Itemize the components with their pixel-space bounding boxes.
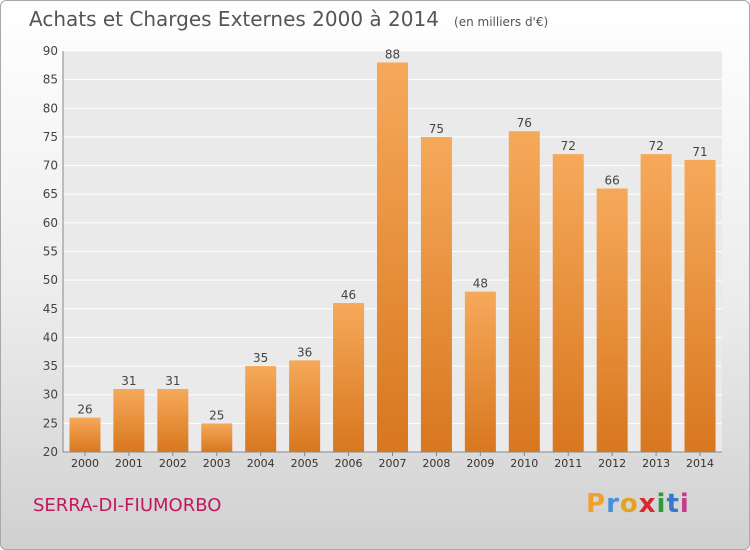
x-tick-label: 2007 [379,457,407,470]
y-tick-label: 85 [43,73,58,87]
data-label: 75 [429,122,444,136]
y-tick-label: 90 [43,44,58,58]
bar [684,159,716,453]
bar [245,366,277,452]
y-tick-label: 65 [43,187,58,201]
x-tick-label: 2002 [159,457,187,470]
y-tick-label: 45 [43,302,58,316]
x-tick-label: 2011 [554,457,582,470]
data-label: 76 [517,116,532,130]
bar [69,417,101,452]
data-label: 36 [297,345,312,359]
bar [113,388,145,452]
logo-letter: o [619,489,639,519]
title-unit: (en milliers d'€) [454,15,549,29]
bar [289,360,321,452]
x-tick-label: 2003 [203,457,231,470]
logo-letter: P [586,489,607,519]
data-label: 72 [561,139,576,153]
y-tick-label: 35 [43,359,58,373]
data-label: 88 [385,47,400,61]
logo-letter: t [666,489,680,519]
y-tick-label: 60 [43,216,58,230]
y-tick-label: 25 [43,416,58,430]
x-tick-label: 2005 [291,457,319,470]
data-label: 48 [473,277,488,291]
bar [552,154,584,452]
y-tick-label: 50 [43,273,58,287]
y-tick-label: 30 [43,388,58,402]
bar [157,388,189,452]
x-tick-label: 2010 [510,457,538,470]
y-tick-label: 75 [43,130,58,144]
bar [333,303,365,452]
bar [640,154,672,452]
bar [377,62,408,452]
x-tick-label: 2013 [642,457,670,470]
logo-letter: r [606,489,620,519]
bar [508,131,540,452]
title-main: Achats et Charges Externes 2000 à 2014 [29,7,439,31]
data-label: 26 [77,403,92,417]
proxiti-logo: Proxiti [586,489,690,519]
logo-letter: i [656,489,667,519]
y-tick-label: 70 [43,159,58,173]
y-tick-label: 40 [43,330,58,344]
x-tick-label: 2000 [71,457,99,470]
y-tick-label: 55 [43,245,58,259]
commune-name: SERRA-DI-FIUMORBO [33,495,222,516]
x-tick-label: 2001 [115,457,143,470]
y-tick-label: 80 [43,101,58,115]
data-label: 66 [605,173,620,187]
data-label: 31 [165,374,180,388]
data-label: 25 [209,408,224,422]
chart-title: Achats et Charges Externes 2000 à 2014 (… [29,7,548,31]
x-tick-label: 2009 [466,457,494,470]
data-label: 46 [341,288,356,302]
bar [201,423,233,452]
data-label: 31 [121,374,136,388]
data-label: 71 [692,145,707,159]
x-tick-label: 2008 [422,457,450,470]
x-tick-label: 2012 [598,457,626,470]
y-tick-label: 20 [43,445,58,459]
bar [596,188,628,452]
bar [420,136,452,452]
bar [464,291,496,452]
data-label: 35 [253,351,268,365]
x-tick-label: 2004 [247,457,275,470]
x-tick-label: 2014 [686,457,714,470]
logo-letter: x [638,489,657,519]
x-tick-label: 2006 [335,457,363,470]
logo-letter: i [679,489,690,519]
data-label: 72 [648,139,663,153]
